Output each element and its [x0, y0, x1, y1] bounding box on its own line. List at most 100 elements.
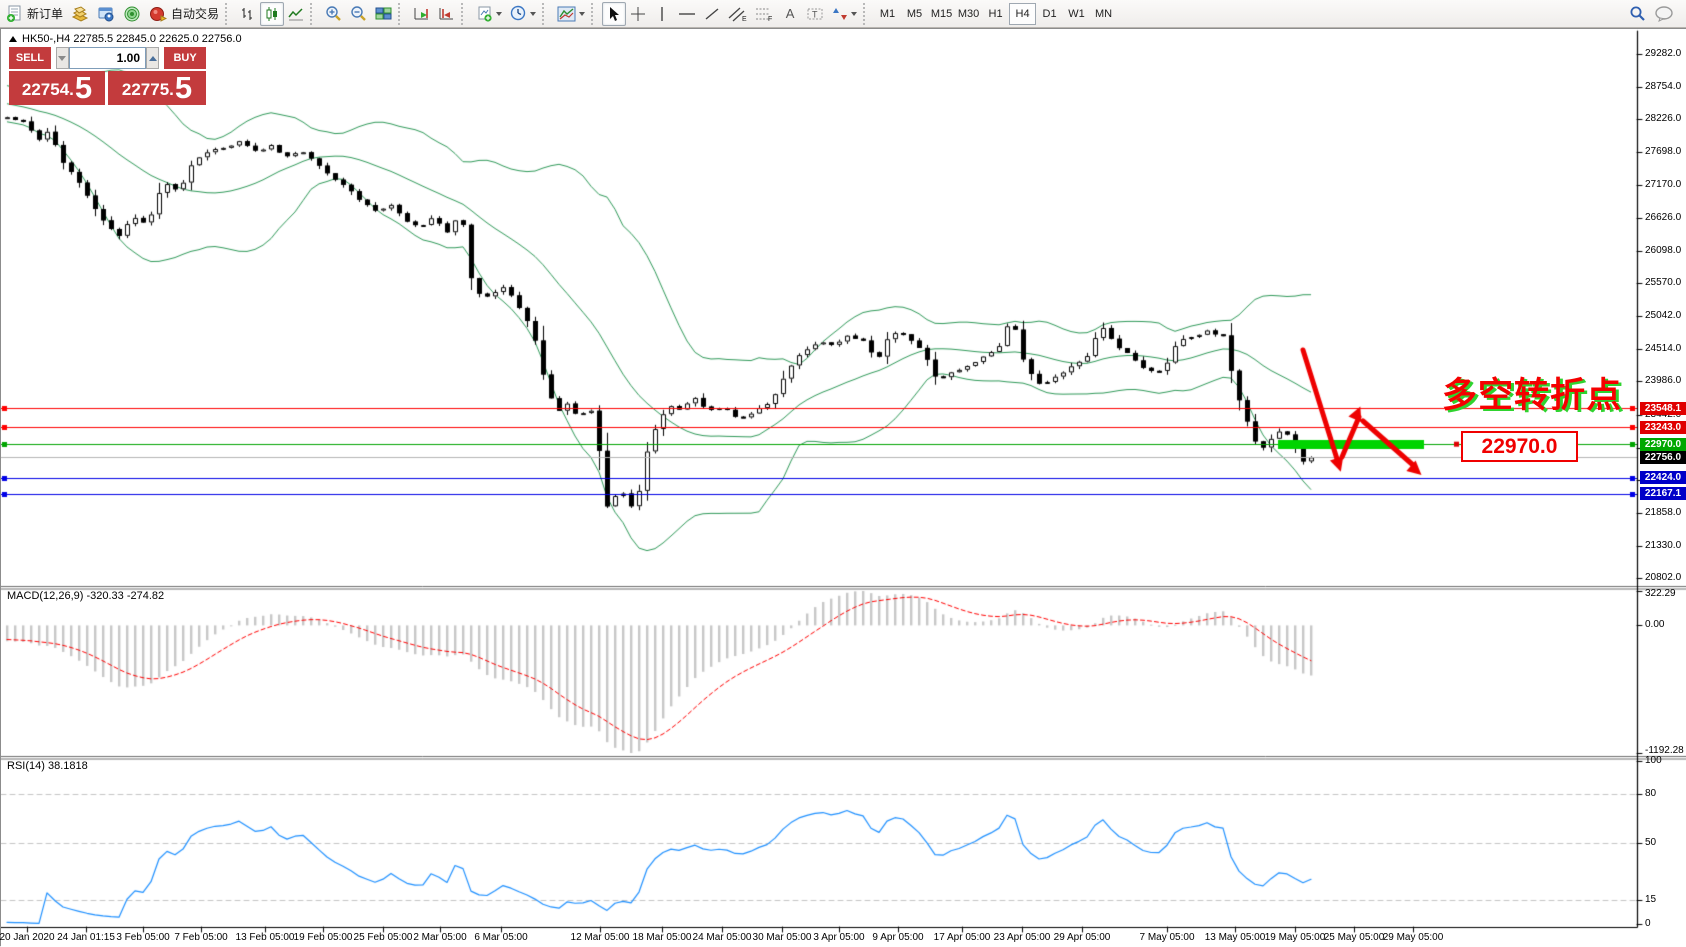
volume-decrease-button[interactable] — [55, 47, 69, 69]
auto-trading-button[interactable]: 自动交易 — [145, 2, 223, 26]
zoom-in-button[interactable] — [321, 2, 346, 26]
macd-min-label: -1192.28 — [1645, 745, 1684, 756]
collapse-panel-icon[interactable] — [9, 36, 17, 42]
date-label: 25 Feb 05:00 — [353, 932, 413, 943]
price-level-badge: 22970.0 — [1640, 437, 1686, 451]
trendline-button[interactable] — [700, 2, 724, 26]
timeframe-mn[interactable]: MN — [1094, 7, 1113, 20]
sell-button[interactable]: SELL — [9, 47, 51, 69]
sell-price-main: 22754. — [21, 80, 74, 99]
rsi-level-label: 15 — [1645, 893, 1657, 905]
price-level-badge: 23548.1 — [1640, 401, 1686, 415]
timeframe-m5[interactable]: M5 — [906, 7, 923, 20]
data-window-button[interactable] — [93, 2, 119, 26]
date-label: 2 Mar 05:00 — [413, 932, 467, 943]
symbol-ohlc-text: HK50-,H4 22785.5 22845.0 22625.0 22756.0 — [22, 33, 242, 45]
strategy-tester-button[interactable] — [119, 2, 145, 26]
date-label: 3 Apr 05:00 — [813, 932, 865, 943]
arrows-button[interactable] — [828, 2, 861, 26]
volume-input[interactable] — [69, 47, 146, 69]
market-watch-button[interactable] — [67, 2, 93, 26]
chat-button[interactable] — [1650, 2, 1678, 26]
bar-chart-icon — [240, 6, 256, 22]
buy-button[interactable]: BUY — [164, 47, 206, 69]
timeframe-m1[interactable]: M1 — [879, 7, 896, 20]
cursor-button[interactable] — [602, 1, 627, 26]
annotation-text[interactable]: 多空转折点 — [1442, 376, 1623, 416]
rsi-label: RSI(14) 38.1818 — [7, 760, 88, 772]
periods-button[interactable] — [506, 2, 540, 26]
horizontal-line-icon — [678, 7, 696, 21]
chart-canvas[interactable] — [1, 29, 1686, 947]
candlestick-icon — [264, 6, 280, 22]
timeframe-m30[interactable]: M30 — [957, 7, 980, 20]
svg-text:T: T — [812, 9, 818, 19]
auto-scroll-button[interactable] — [409, 2, 434, 26]
new-chart-button[interactable] — [472, 2, 506, 26]
timeframe-group: M1 M5 M15 M30 H1 H4 D1 W1 MN — [874, 2, 1117, 25]
auto-scroll-icon — [413, 6, 430, 22]
dropdown-caret-icon — [530, 11, 537, 16]
spinner-down-icon — [58, 55, 67, 61]
price-tick-label: 28754.0 — [1645, 80, 1682, 92]
dropdown-caret-icon — [579, 11, 586, 16]
timeframe-h4[interactable]: H4 — [1009, 2, 1037, 25]
data-window-icon — [97, 6, 115, 22]
zoom-in-icon — [325, 5, 342, 22]
macd-zero-label: 0.00 — [1645, 619, 1665, 631]
sell-price[interactable]: 22754. 5 — [9, 71, 105, 105]
strategy-tester-icon — [123, 6, 141, 22]
text-button[interactable]: A — [778, 2, 802, 26]
timeframe-m15[interactable]: M15 — [930, 7, 953, 20]
date-label: 23 Apr 05:00 — [993, 932, 1051, 943]
toolbar-separator — [398, 2, 407, 25]
toolbar-separator — [542, 2, 551, 25]
chart-shift-button[interactable] — [434, 2, 459, 26]
fibonacci-button[interactable]: F — [751, 2, 778, 26]
toolbar-separator — [461, 2, 470, 25]
date-label: 24 Mar 05:00 — [692, 932, 752, 943]
horizontal-line-button[interactable] — [674, 2, 700, 26]
bar-chart-button[interactable] — [236, 2, 260, 26]
toolbar-separator — [225, 2, 234, 25]
volume-increase-button[interactable] — [146, 47, 160, 69]
timeframe-w1[interactable]: W1 — [1068, 7, 1085, 20]
date-label: 19 May 05:00 — [1264, 932, 1326, 943]
trendline-icon — [704, 6, 720, 22]
rsi-level-label: 100 — [1645, 755, 1662, 766]
tile-windows-button[interactable] — [371, 2, 396, 26]
zoom-out-icon — [350, 5, 367, 22]
date-label: 18 Mar 05:00 — [632, 932, 692, 943]
line-chart-icon — [288, 6, 304, 22]
crosshair-button[interactable] — [626, 2, 650, 26]
date-label: 12 Mar 05:00 — [570, 932, 630, 943]
buy-price[interactable]: 22775. 5 — [108, 71, 206, 105]
date-label: 13 May 05:00 — [1204, 932, 1266, 943]
equidistant-channel-icon: E — [728, 6, 747, 22]
indicators-button[interactable] — [553, 2, 589, 26]
text-icon: A — [785, 6, 795, 21]
annotation-price-label[interactable]: 22970.0 — [1461, 431, 1578, 462]
periods-clock-icon — [510, 5, 527, 22]
market-watch-icon — [71, 5, 89, 22]
zoom-out-button[interactable] — [346, 2, 371, 26]
search-button[interactable] — [1624, 2, 1650, 26]
new-order-icon — [6, 5, 23, 22]
cursor-icon — [607, 6, 621, 22]
indicators-icon — [557, 6, 576, 22]
date-label: 25 May 05:00 — [1323, 932, 1385, 943]
line-chart-button[interactable] — [284, 2, 308, 26]
vertical-line-button[interactable] — [650, 2, 674, 26]
timeframe-h1[interactable]: H1 — [988, 7, 1003, 20]
macd-label: MACD(12,26,9) -320.33 -274.82 — [7, 590, 165, 602]
date-label: 24 Jan 01:15 — [57, 932, 115, 943]
toolbar-separator — [863, 2, 872, 25]
text-label-button[interactable]: T — [802, 2, 828, 26]
new-order-button[interactable]: 新订单 — [2, 2, 67, 26]
candlestick-button[interactable] — [260, 1, 285, 26]
price-tick-label: 27170.0 — [1645, 178, 1682, 190]
equidistant-channel-button[interactable]: E — [724, 2, 751, 26]
timeframe-d1[interactable]: D1 — [1042, 7, 1057, 20]
date-label: 29 May 05:00 — [1382, 932, 1444, 943]
